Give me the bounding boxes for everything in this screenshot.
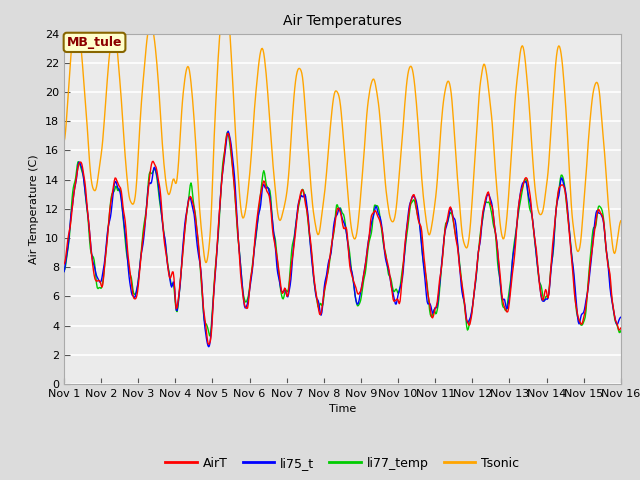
AirT	[127, 280, 135, 286]
li77_temp	[428, 313, 436, 319]
li77_temp	[205, 333, 213, 339]
li77_temp	[60, 268, 68, 274]
Line: AirT: AirT	[64, 133, 621, 345]
li77_temp	[214, 234, 222, 240]
li75_t	[60, 269, 68, 275]
AirT	[225, 131, 232, 136]
li75_t	[70, 189, 78, 194]
Tsonic	[184, 63, 192, 69]
li75_t	[617, 314, 625, 320]
Y-axis label: Air Temperature (C): Air Temperature (C)	[29, 154, 39, 264]
li77_temp	[127, 275, 135, 281]
li75_t	[214, 230, 222, 236]
Tsonic	[127, 200, 135, 206]
AirT	[60, 261, 68, 267]
Title: Air Temperatures: Air Temperatures	[283, 14, 402, 28]
li75_t	[127, 289, 135, 295]
Tsonic	[218, 16, 225, 22]
AirT	[428, 314, 436, 320]
Line: li77_temp: li77_temp	[64, 132, 621, 336]
Tsonic	[412, 91, 419, 97]
li77_temp	[617, 328, 625, 334]
Legend: AirT, li75_t, li77_temp, Tsonic: AirT, li75_t, li77_temp, Tsonic	[161, 452, 524, 475]
Tsonic	[70, 22, 78, 27]
Text: MB_tule: MB_tule	[67, 36, 122, 49]
li77_temp	[412, 203, 419, 208]
li77_temp	[184, 203, 192, 208]
Tsonic	[214, 56, 222, 62]
X-axis label: Time: Time	[329, 405, 356, 414]
AirT	[412, 199, 419, 205]
li77_temp	[223, 129, 231, 135]
AirT	[205, 342, 212, 348]
li77_temp	[70, 181, 78, 187]
Tsonic	[617, 218, 625, 224]
li75_t	[184, 201, 192, 206]
Tsonic	[202, 260, 209, 265]
li75_t	[428, 308, 436, 313]
Line: Tsonic: Tsonic	[64, 19, 621, 263]
AirT	[617, 325, 625, 331]
AirT	[70, 190, 78, 195]
Line: li75_t: li75_t	[64, 131, 621, 347]
li75_t	[412, 196, 419, 202]
Tsonic	[60, 139, 68, 145]
li75_t	[205, 344, 212, 349]
Tsonic	[428, 222, 436, 228]
AirT	[214, 227, 222, 233]
li75_t	[225, 128, 232, 134]
AirT	[184, 202, 192, 207]
